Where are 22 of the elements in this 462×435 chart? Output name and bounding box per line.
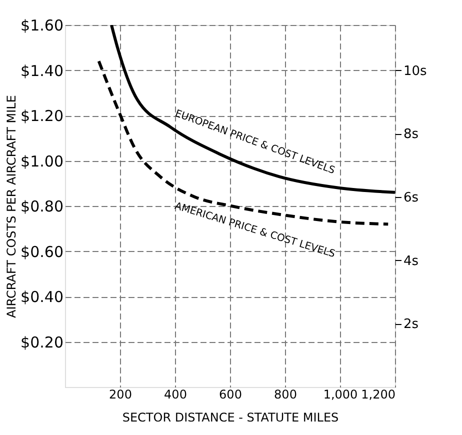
x-tick-label: 400 (164, 388, 187, 402)
y-tick-label: $0.40 (20, 288, 64, 306)
y-tick-label: $1.20 (20, 107, 64, 125)
x-tick-label: 200 (109, 388, 132, 402)
y-tick-label: $1.00 (20, 152, 64, 170)
y-tick-label: $1.60 (20, 16, 64, 34)
x-tick-label: 600 (219, 388, 242, 402)
y-tick-label: $0.80 (20, 198, 64, 216)
y2-tick-label: 6s (404, 190, 419, 206)
y2-tick-label: 4s (404, 254, 419, 269)
y-tick-label: $1.40 (20, 62, 64, 80)
x-tick-label: 1,000 (323, 388, 358, 402)
x-axis-title: SECTOR DISTANCE - STATUTE MILES (122, 410, 339, 424)
y-tick-label: $0.60 (20, 242, 64, 261)
x-tick-label: 1,200 (361, 388, 396, 402)
y-tick-label: $0.20 (20, 333, 64, 352)
y-axis-title: AIRCRAFT COSTS PER AIRCRAFT MILE (4, 95, 19, 318)
y2-tick-label: 2s (404, 317, 419, 332)
line-series (110, 25, 395, 194)
y2-tick-label: 8s (404, 127, 419, 142)
x-tick-label: 800 (274, 388, 297, 402)
y2-tick-label: 10s (404, 64, 428, 79)
